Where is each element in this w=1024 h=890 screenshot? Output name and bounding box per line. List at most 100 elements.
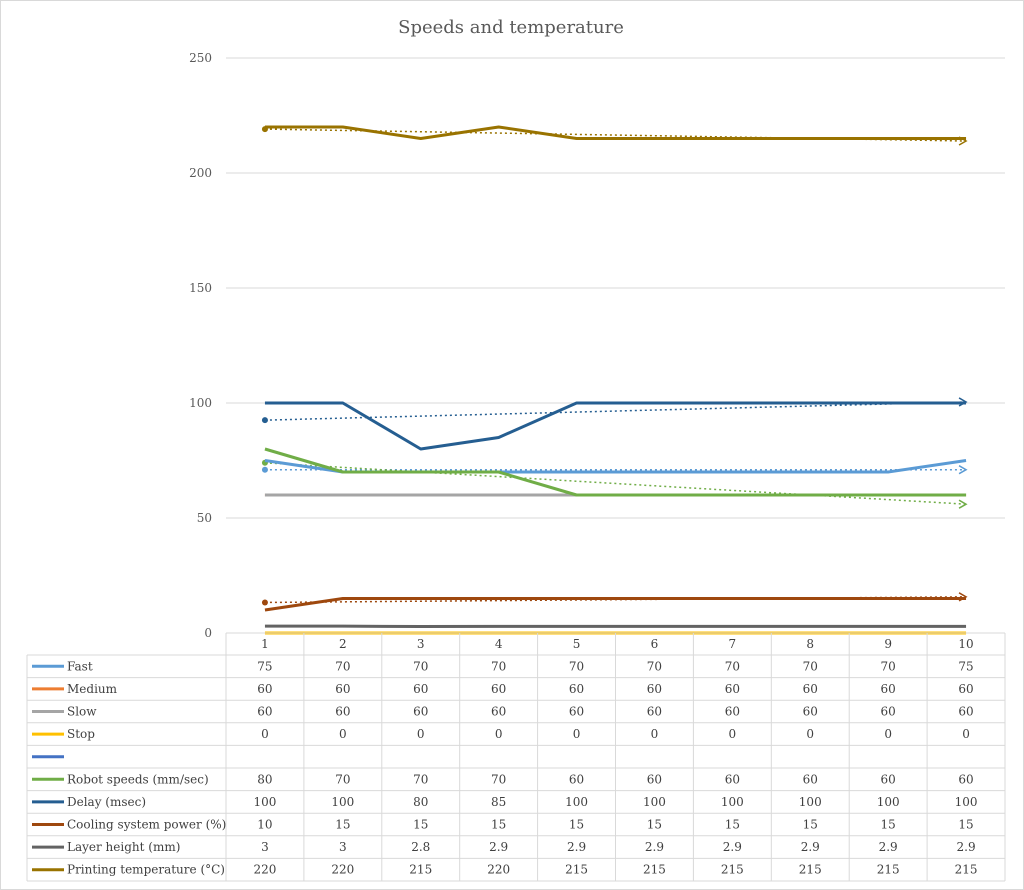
- table-cell: 60: [491, 682, 506, 696]
- x-tick-label: 10: [958, 637, 973, 651]
- table-cell: 60: [725, 772, 740, 786]
- y-tick-label: 100: [189, 396, 212, 410]
- y-tick-label: 200: [189, 166, 212, 180]
- x-tick-label: 6: [651, 637, 659, 651]
- series-line: [264, 125, 967, 140]
- table-cell: 15: [725, 818, 740, 832]
- table-cell: 15: [335, 818, 350, 832]
- table-cell: 215: [409, 863, 432, 877]
- table-cell: 60: [803, 705, 818, 719]
- table-cell: 215: [877, 863, 900, 877]
- table-cell: 215: [955, 863, 978, 877]
- table-cell: 60: [803, 682, 818, 696]
- table-cell: 100: [565, 795, 588, 809]
- y-axis-ticks: 0 50 100 150 200 250: [189, 51, 212, 640]
- table-cell: 0: [339, 727, 347, 741]
- table-cell: 2.9: [801, 840, 820, 854]
- legend-label: Slow: [67, 705, 97, 719]
- table-cell: 60: [335, 705, 350, 719]
- y-tick-label: 50: [197, 511, 212, 525]
- table-cell: 15: [647, 818, 662, 832]
- x-tick-label: 4: [495, 637, 503, 651]
- legend-label: Medium: [67, 682, 118, 696]
- legend-label: Robot speeds (mm/sec): [67, 772, 209, 786]
- table-cell: 75: [958, 659, 973, 673]
- table-cell: 2.9: [489, 840, 508, 854]
- table-cell: 15: [881, 818, 896, 832]
- table-cell: 70: [803, 659, 818, 673]
- x-tick-label: 5: [573, 637, 581, 651]
- table-cell: 70: [335, 659, 350, 673]
- table-cell: 3: [339, 840, 347, 854]
- table-cell: 10: [257, 818, 272, 832]
- series-line: [264, 447, 967, 497]
- trendline-start-dot: [261, 417, 268, 424]
- table-cell: 85: [491, 795, 506, 809]
- table-cell: 70: [413, 772, 428, 786]
- table-cell: 2.9: [879, 840, 898, 854]
- trendlines: [261, 126, 968, 606]
- table-cell: 2.9: [723, 840, 742, 854]
- table-cell: 60: [958, 772, 973, 786]
- table-cell: 80: [257, 772, 272, 786]
- table-cell: 100: [721, 795, 744, 809]
- table-cell: 0: [417, 727, 425, 741]
- table-cell: 0: [729, 727, 737, 741]
- table-cell: 70: [491, 772, 506, 786]
- x-tick-label: 2: [339, 637, 347, 651]
- legend-label: Delay (msec): [67, 795, 146, 809]
- table-cell: 60: [569, 772, 584, 786]
- table-cell: 60: [725, 682, 740, 696]
- table-cell: 220: [487, 863, 510, 877]
- table-cell: 60: [569, 682, 584, 696]
- trendline-start-dot: [261, 466, 268, 473]
- table-cell: 220: [331, 863, 354, 877]
- y-tick-label: 0: [204, 626, 212, 640]
- table-cell: 2.9: [645, 840, 664, 854]
- table-cell: 60: [647, 772, 662, 786]
- table-cell: 60: [881, 682, 896, 696]
- table-cell: 60: [335, 682, 350, 696]
- table-cell: 15: [803, 818, 818, 832]
- table-cell: 15: [958, 818, 973, 832]
- x-tick-label: 9: [884, 637, 892, 651]
- trendline: [264, 462, 967, 505]
- table-cell: 70: [413, 659, 428, 673]
- table-cell: 60: [647, 705, 662, 719]
- table-cell: 70: [647, 659, 662, 673]
- table-cell: 60: [257, 682, 272, 696]
- x-tick-label: 3: [417, 637, 425, 651]
- trendline-start-dot: [261, 599, 268, 606]
- table-cell: 60: [257, 705, 272, 719]
- table-cell: 70: [569, 659, 584, 673]
- table-cell: 70: [491, 659, 506, 673]
- series-lines: [264, 125, 967, 635]
- table-cell: 75: [257, 659, 272, 673]
- table-cell: 80: [413, 795, 428, 809]
- table-cell: 60: [958, 705, 973, 719]
- trendline: [264, 401, 967, 421]
- table-cell: 2.9: [957, 840, 976, 854]
- series-line: [264, 401, 967, 451]
- legend-label: Stop: [67, 727, 95, 741]
- legend-label: Fast: [67, 659, 93, 673]
- table-cell: 0: [962, 727, 970, 741]
- table-cell: 100: [955, 795, 978, 809]
- chart-title: Speeds and temperature: [398, 17, 624, 38]
- table-cell: 60: [491, 705, 506, 719]
- table-cell: 100: [643, 795, 666, 809]
- table-cell: 15: [569, 818, 584, 832]
- x-tick-label: 7: [729, 637, 737, 651]
- trendline-arrow: [958, 499, 968, 509]
- table-cell: 15: [491, 818, 506, 832]
- x-tick-label: 8: [806, 637, 814, 651]
- trendline: [264, 128, 967, 142]
- table-cell: 60: [958, 682, 973, 696]
- table-cell: 60: [803, 772, 818, 786]
- y-tick-label: 150: [189, 281, 212, 295]
- table-cell: 2.9: [567, 840, 586, 854]
- table-cell: 215: [565, 863, 588, 877]
- table-cell: 100: [331, 795, 354, 809]
